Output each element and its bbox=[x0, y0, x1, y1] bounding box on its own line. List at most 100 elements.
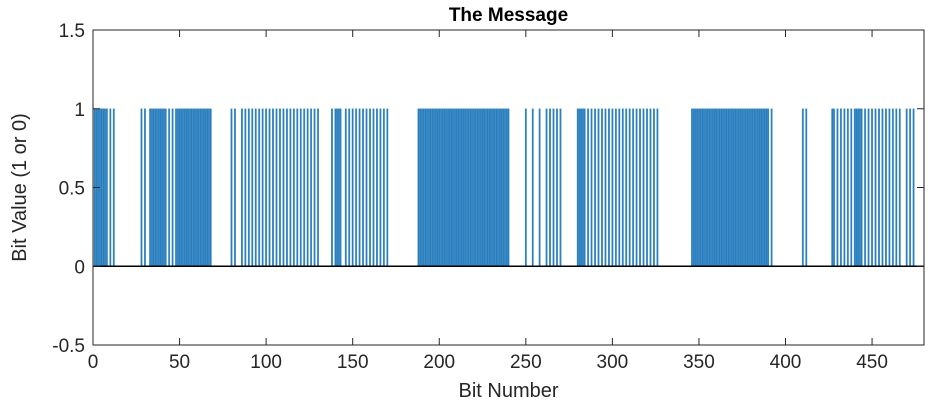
bit-bar bbox=[481, 108, 484, 267]
bit-bar bbox=[864, 108, 867, 267]
bit-bar bbox=[765, 108, 768, 267]
bit-bar bbox=[457, 108, 460, 267]
bit-bar bbox=[582, 108, 584, 267]
bit-bar bbox=[590, 108, 593, 267]
bit-bar bbox=[348, 108, 351, 267]
bit-bar bbox=[531, 108, 534, 267]
bit-bar bbox=[758, 108, 761, 267]
bit-bar bbox=[159, 108, 162, 267]
bit-bar bbox=[694, 108, 697, 267]
bit-bar bbox=[434, 108, 437, 267]
bit-bar bbox=[450, 108, 453, 267]
bit-bar bbox=[859, 108, 861, 267]
bit-bar bbox=[476, 108, 479, 267]
bit-bar bbox=[424, 108, 427, 267]
bit-bar bbox=[881, 108, 884, 267]
bit-bar bbox=[649, 108, 652, 267]
bit-bar bbox=[443, 108, 446, 267]
y-axis-label: Bit Value (1 or 0) bbox=[9, 113, 31, 262]
bit-bar bbox=[161, 108, 164, 267]
bit-bar bbox=[857, 108, 860, 267]
bit-bar bbox=[646, 108, 648, 267]
bit-bar bbox=[549, 108, 551, 267]
bit-bar bbox=[201, 108, 203, 267]
bit-bar bbox=[261, 108, 264, 267]
y-tick-label: 1 bbox=[74, 100, 85, 121]
bit-bar bbox=[840, 108, 842, 267]
bit-bar bbox=[720, 108, 723, 267]
bit-bar bbox=[500, 108, 503, 267]
bit-bar bbox=[594, 108, 596, 267]
bit-bar bbox=[251, 108, 254, 267]
bit-bar bbox=[730, 108, 733, 267]
bit-bar bbox=[140, 108, 143, 267]
bit-bar bbox=[498, 108, 501, 267]
bit-bar bbox=[469, 108, 472, 267]
bit-bar bbox=[254, 108, 257, 267]
bit-bar bbox=[898, 108, 901, 267]
bit-bar bbox=[762, 108, 764, 267]
x-tick-label: 400 bbox=[770, 352, 802, 373]
bit-bar bbox=[653, 108, 655, 267]
bit-bar bbox=[538, 108, 541, 267]
bit-bar bbox=[154, 108, 157, 267]
bit-bar bbox=[833, 108, 835, 267]
bit-bar bbox=[168, 108, 171, 267]
bit-bar bbox=[209, 108, 212, 267]
bit-bar bbox=[289, 108, 292, 267]
bit-bar bbox=[905, 108, 908, 267]
bit-bar bbox=[258, 108, 261, 267]
bit-bar bbox=[163, 108, 165, 267]
x-tick-label: 450 bbox=[856, 352, 888, 373]
bit-bar bbox=[909, 108, 912, 267]
bit-bar bbox=[691, 108, 693, 267]
bit-bar bbox=[467, 108, 470, 267]
bit-bar bbox=[268, 108, 271, 267]
bit-bar bbox=[912, 108, 915, 267]
bit-bar bbox=[479, 108, 482, 267]
bit-bar bbox=[452, 108, 454, 267]
bit-bar bbox=[739, 108, 742, 267]
bit-bar bbox=[379, 108, 382, 267]
bit-bar bbox=[485, 108, 487, 267]
bit-bar bbox=[164, 108, 167, 267]
bit-bar bbox=[741, 108, 744, 267]
bit-bar bbox=[104, 108, 106, 267]
bit-bar bbox=[112, 108, 115, 267]
bit-bar bbox=[192, 108, 195, 267]
bit-bar bbox=[490, 108, 493, 267]
bit-bar bbox=[713, 108, 716, 267]
bit-bar bbox=[718, 108, 721, 267]
x-tick-label: 50 bbox=[169, 352, 190, 373]
bit-bar bbox=[488, 108, 491, 267]
bit-bar bbox=[493, 108, 496, 267]
bit-bar bbox=[729, 108, 731, 267]
bit-bar bbox=[180, 108, 183, 267]
bit-bar bbox=[436, 108, 439, 267]
bit-bar bbox=[455, 108, 458, 267]
bit-bar bbox=[282, 108, 285, 267]
bit-bar bbox=[743, 108, 745, 267]
bit-bar bbox=[299, 108, 302, 267]
bit-bar bbox=[190, 108, 193, 267]
bit-bar bbox=[635, 108, 638, 267]
bit-bar bbox=[462, 108, 465, 267]
bit-bar bbox=[109, 108, 112, 267]
bit-bar bbox=[710, 108, 712, 267]
bit-bar bbox=[472, 108, 475, 267]
bit-bar bbox=[344, 108, 347, 267]
bit-bar bbox=[836, 108, 839, 267]
bit-bar bbox=[265, 108, 268, 267]
bit-bar bbox=[431, 108, 434, 267]
bit-bar bbox=[734, 108, 737, 267]
bit-bar bbox=[763, 108, 766, 267]
bit-bar bbox=[756, 108, 759, 267]
bit-bar bbox=[751, 108, 754, 267]
bit-bar bbox=[505, 108, 508, 267]
bit-bar bbox=[722, 108, 725, 267]
bit-bar bbox=[365, 108, 368, 267]
bit-bar bbox=[715, 108, 718, 267]
bit-bar bbox=[292, 108, 295, 267]
bit-bar bbox=[601, 108, 603, 267]
bit-bar bbox=[736, 108, 738, 267]
